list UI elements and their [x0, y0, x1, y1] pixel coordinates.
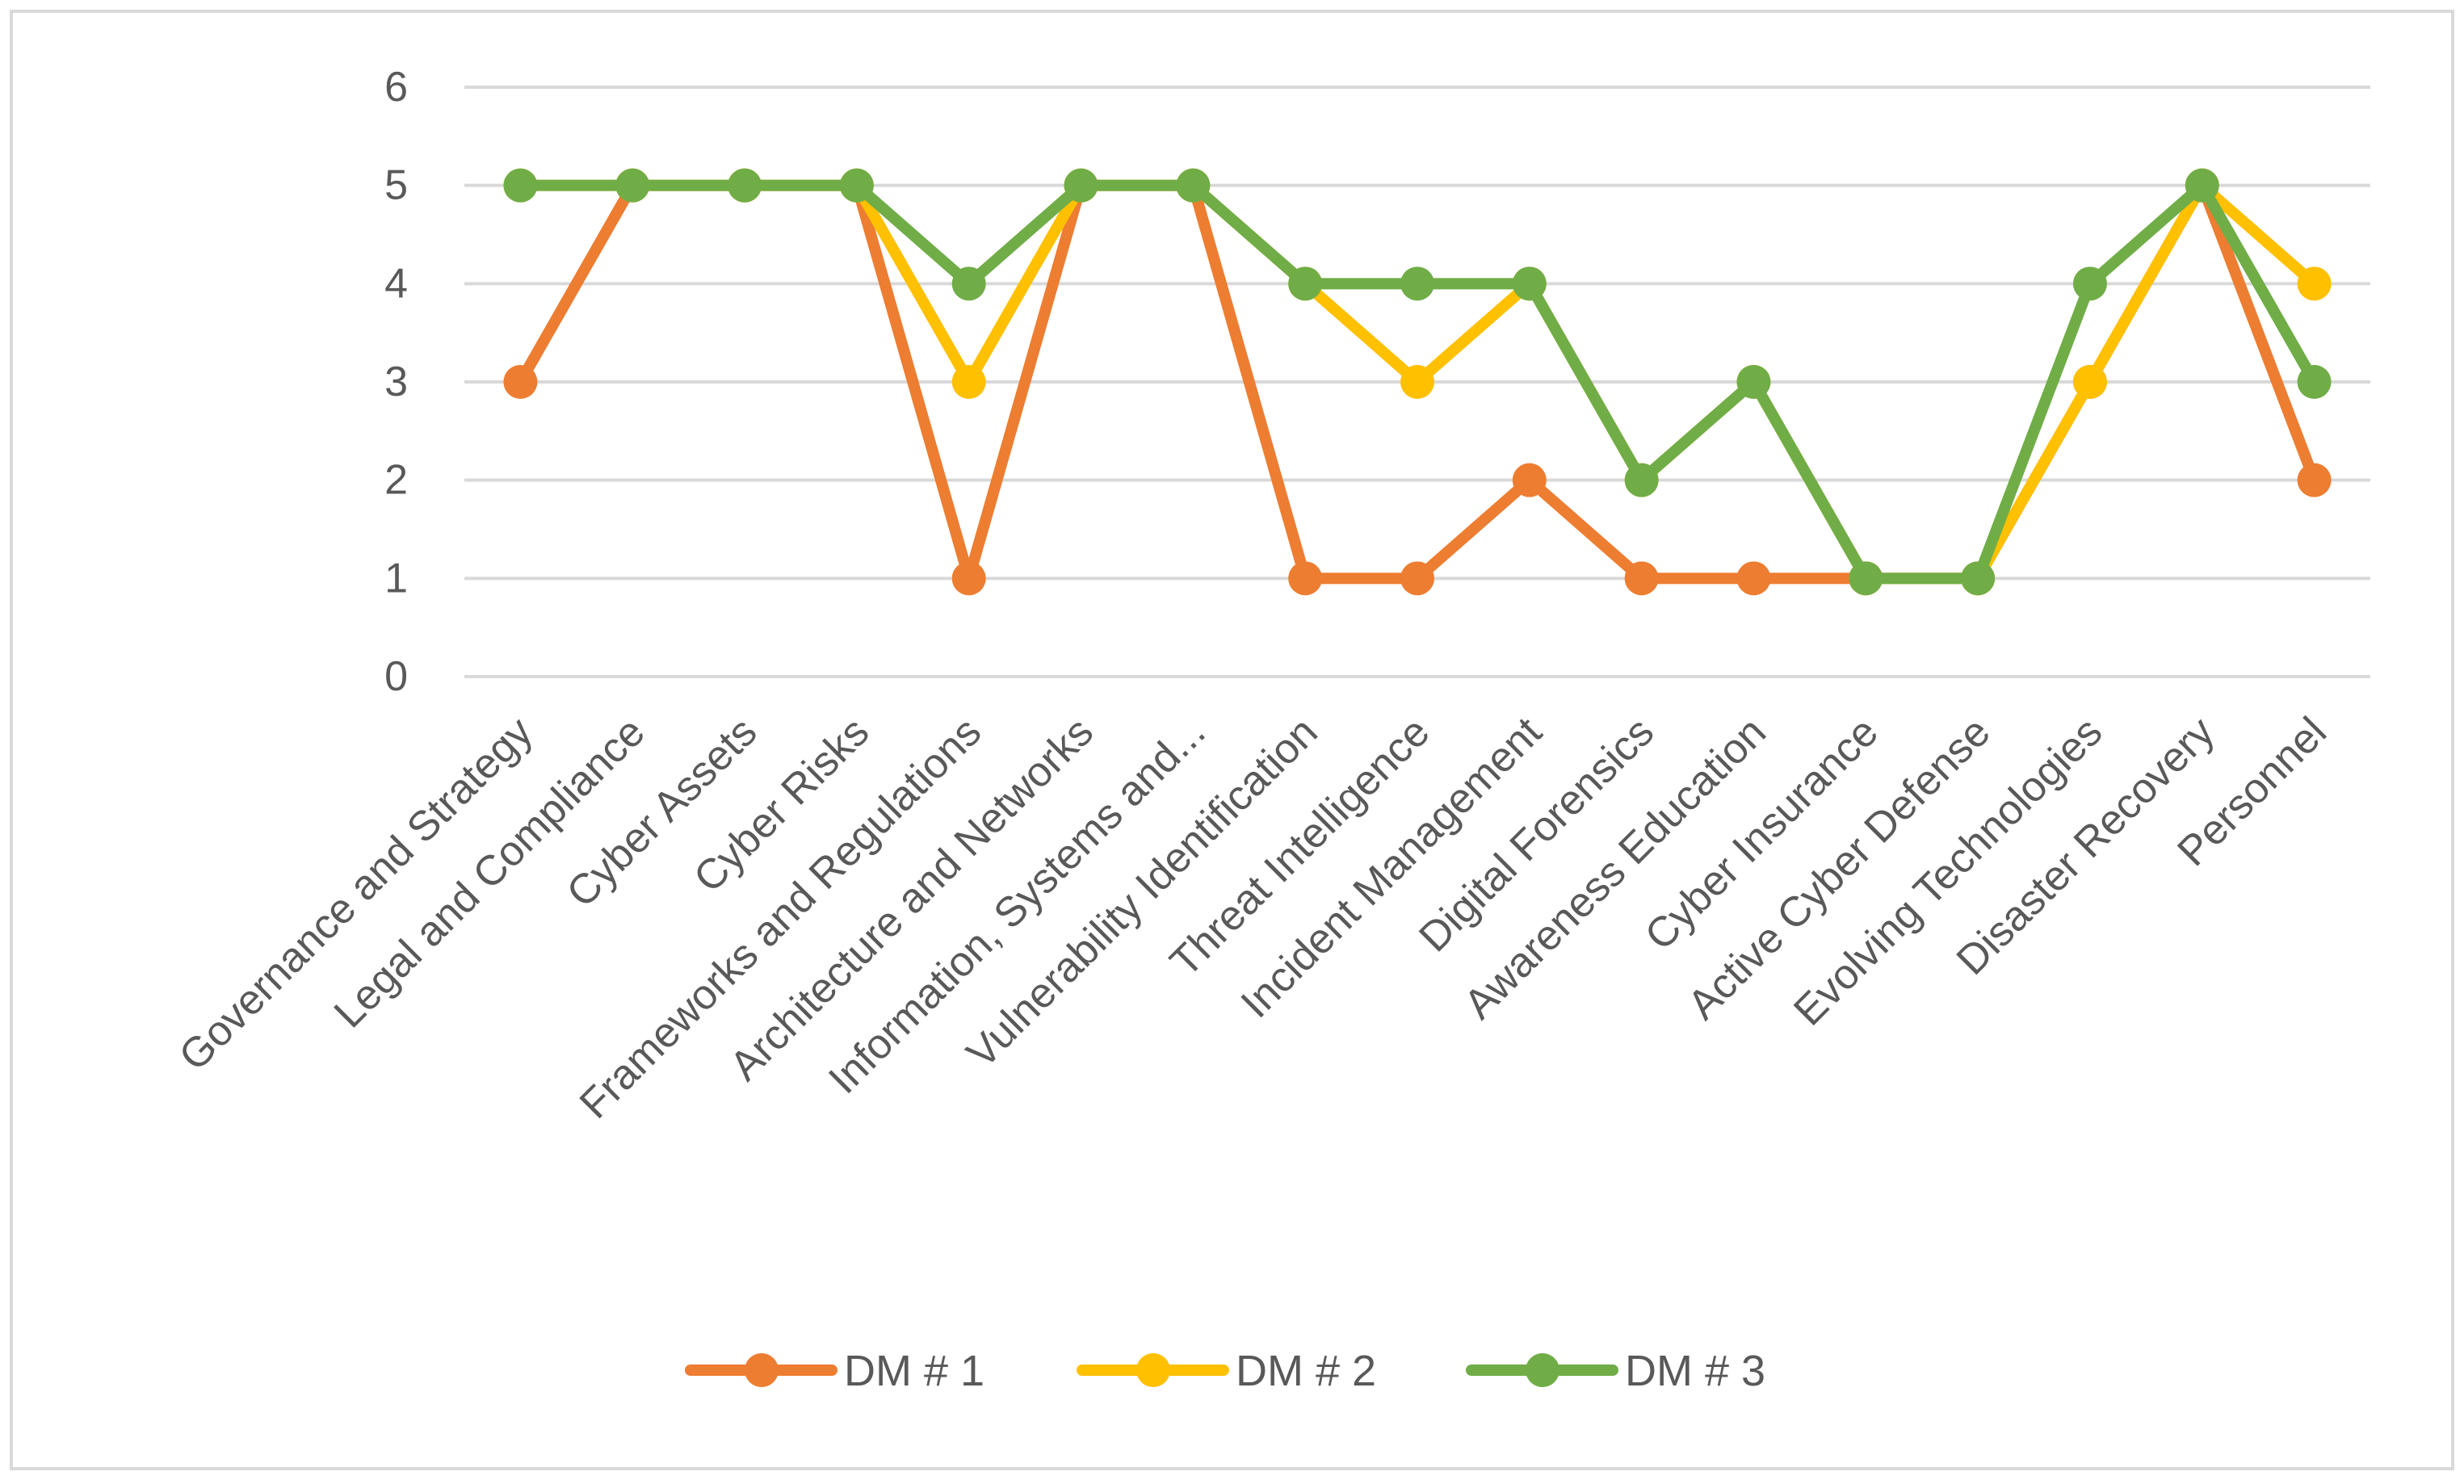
data-point	[951, 561, 986, 596]
y-tick-label: 6	[384, 64, 408, 111]
y-tick-label: 4	[384, 260, 408, 307]
data-point	[1288, 266, 1323, 301]
data-point	[503, 168, 538, 203]
legend-item: DM # 1	[685, 1347, 984, 1395]
legend-label: DM # 2	[1236, 1347, 1376, 1395]
data-point	[1736, 365, 1771, 399]
data-point	[1624, 561, 1659, 596]
data-point	[1849, 561, 1883, 596]
data-point	[2297, 365, 2332, 399]
legend-label: DM # 1	[844, 1347, 984, 1395]
data-point	[951, 365, 986, 399]
data-point	[1400, 561, 1434, 596]
series-group	[503, 168, 2332, 596]
legend-marker	[745, 1353, 779, 1387]
data-point	[1624, 463, 1659, 497]
data-point	[1400, 266, 1434, 301]
data-point	[615, 168, 650, 203]
legend-label: DM # 3	[1625, 1347, 1765, 1395]
y-tick-label: 0	[384, 653, 408, 700]
legend-marker	[1526, 1353, 1559, 1387]
data-point	[1400, 365, 1434, 399]
data-point	[1288, 561, 1323, 596]
data-point	[951, 266, 986, 301]
data-point	[728, 168, 762, 203]
data-point	[2185, 168, 2219, 203]
legend: DM # 1 DM # 2 DM # 3	[685, 1347, 1765, 1395]
data-point	[2297, 266, 2332, 301]
data-point	[1512, 266, 1547, 301]
legend-item: DM # 2	[1077, 1347, 1376, 1395]
data-point	[2297, 463, 2332, 497]
chart-border	[10, 10, 2454, 1470]
data-point	[1176, 168, 1211, 203]
data-point	[2072, 266, 2107, 301]
y-tick-label: 5	[384, 162, 408, 209]
data-point	[2072, 365, 2107, 399]
data-point	[1064, 168, 1098, 203]
legend-marker	[1136, 1353, 1170, 1387]
data-point	[503, 365, 538, 399]
data-point	[1736, 561, 1771, 596]
y-axis-ticks: 0 1 2 3 4 5 6	[384, 64, 408, 700]
series-3	[503, 168, 2332, 596]
data-point	[839, 168, 874, 203]
legend-item: DM # 3	[1466, 1347, 1765, 1395]
y-tick-label: 3	[384, 358, 408, 405]
data-point	[1512, 463, 1547, 497]
y-tick-label: 1	[384, 555, 408, 602]
data-point	[1961, 561, 1996, 596]
y-tick-label: 2	[384, 457, 408, 504]
